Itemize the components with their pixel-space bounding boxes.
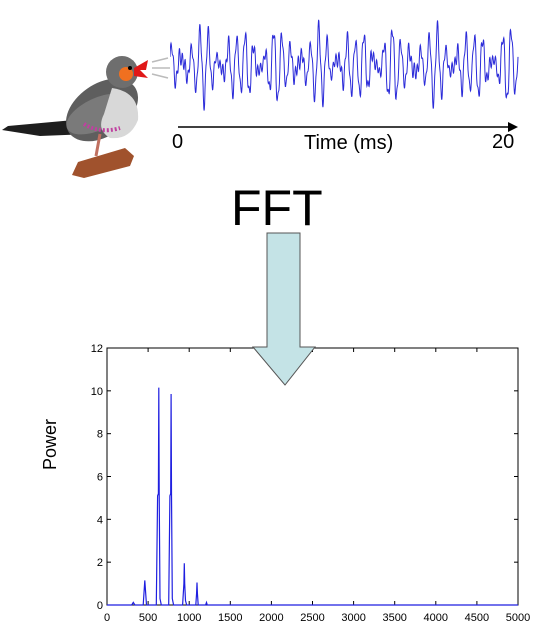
x-tick-label: 0 [104,612,110,624]
x-tick-label: 2000 [259,612,283,624]
y-tick-label: 0 [97,600,103,612]
time-start-label: 0 [172,131,184,153]
arrow-shape [251,232,317,386]
y-tick-label: 2 [97,557,103,569]
y-tick-label: 12 [91,343,103,355]
time-end-label: 20 [492,131,515,153]
song-waveform [170,19,519,111]
spectrum-series-line [107,387,518,606]
x-tick-label: 4500 [465,612,489,624]
y-tick-label: 8 [97,429,103,441]
fft-down-arrow [251,232,317,386]
bird-illustration [2,56,170,178]
y-tick-label: 10 [91,386,103,398]
bird-beak [134,60,148,78]
x-tick-label: 1000 [177,612,201,624]
bird-breast [101,88,139,139]
y-axis-label: Power [40,418,60,470]
x-tick-label: 5000 [506,612,530,624]
y-tick-label: 4 [97,514,103,526]
bird-leg [94,133,102,157]
y-tick-label: 6 [97,472,103,484]
power-spectrum-chart: 0 500 1000 1500 2000 2500 3000 3500 4000 4500 5000… [91,343,530,624]
bird-eye [128,66,132,70]
waveform-trace [170,19,519,111]
x-tick-label: 4000 [424,612,448,624]
x-tick-label: 2500 [300,612,324,624]
bird-perch [72,148,134,178]
time-axis [178,122,518,132]
time-axis-arrowhead [508,122,518,132]
x-tick-label: 500 [139,612,157,624]
plot-frame [106,347,519,606]
time-axis-label: Time (ms) [304,132,394,154]
x-tick-label: 1500 [218,612,242,624]
sound-lines [151,57,170,79]
bird-cheek [119,67,133,81]
x-tick-label: 3500 [382,612,406,624]
fft-label: FFT [231,180,323,236]
x-tick-label: 3000 [341,612,365,624]
